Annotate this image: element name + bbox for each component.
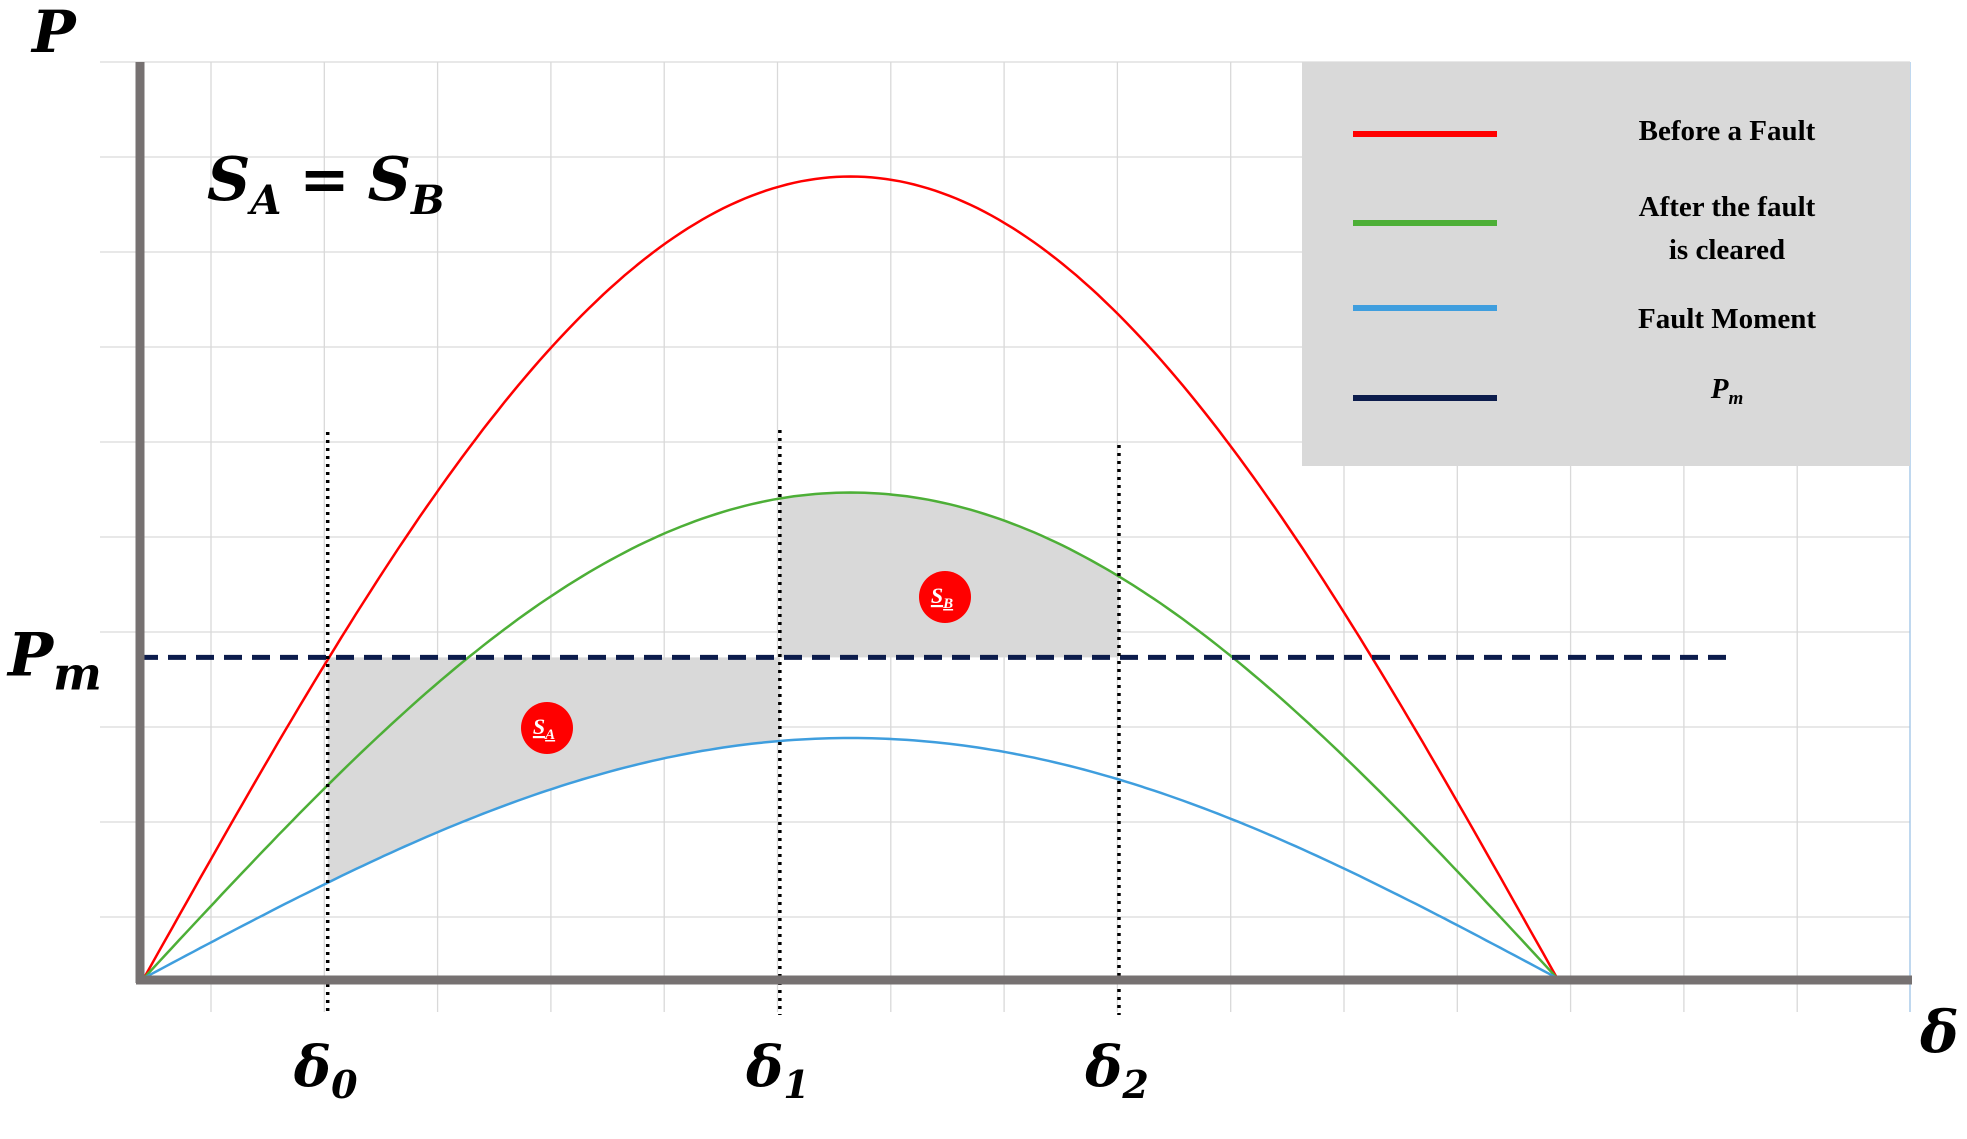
series-line — [142, 175, 1559, 979]
x-tick-label-subscript: 1 — [783, 1062, 809, 1107]
legend-label: Fault Moment — [1638, 303, 1816, 335]
x-tick-label-delta-0: δ0 — [293, 1034, 358, 1107]
equation-subscript: B — [410, 177, 445, 224]
equation-term: S — [207, 145, 250, 215]
legend-label: Before a Fault — [1639, 115, 1816, 147]
x-tick-label-subscript: 0 — [331, 1062, 358, 1107]
equation-term: S — [368, 145, 411, 215]
equation-annotation: SA = SB — [207, 145, 445, 224]
legend-label-subscript: m — [1728, 388, 1743, 409]
equation-equals: = — [299, 145, 349, 215]
region-marker-b — [919, 571, 971, 623]
curves — [140, 175, 1735, 980]
legend-label: After the fault — [1639, 191, 1816, 223]
legend: Before a Fault After the fault is cleared F… — [1302, 62, 1910, 466]
region-marker-a — [521, 702, 573, 754]
shaded-regions — [327, 492, 1119, 883]
region-a — [327, 657, 780, 883]
y-tick-label-pm: Pm — [6, 620, 102, 700]
region-label-subscript: A — [544, 727, 555, 743]
x-tick-label-subscript: 2 — [1121, 1062, 1148, 1107]
legend-label: is cleared — [1669, 234, 1785, 266]
x-tick-label-delta-2: δ2 — [1084, 1034, 1149, 1107]
delta-markers — [325, 430, 1121, 1015]
y-tick-label-subscript: m — [53, 646, 102, 700]
legend-box — [1302, 62, 1910, 466]
series-line — [143, 736, 1558, 980]
series-line — [143, 491, 1558, 979]
x-tick-label-delta-1: δ1 — [745, 1034, 810, 1107]
x-axis-label: δ — [1919, 998, 1959, 1066]
axes — [135, 62, 1912, 985]
y-axis-label: P — [30, 0, 77, 66]
region-label-subscript: B — [942, 596, 953, 612]
equation-subscript: A — [246, 177, 281, 224]
